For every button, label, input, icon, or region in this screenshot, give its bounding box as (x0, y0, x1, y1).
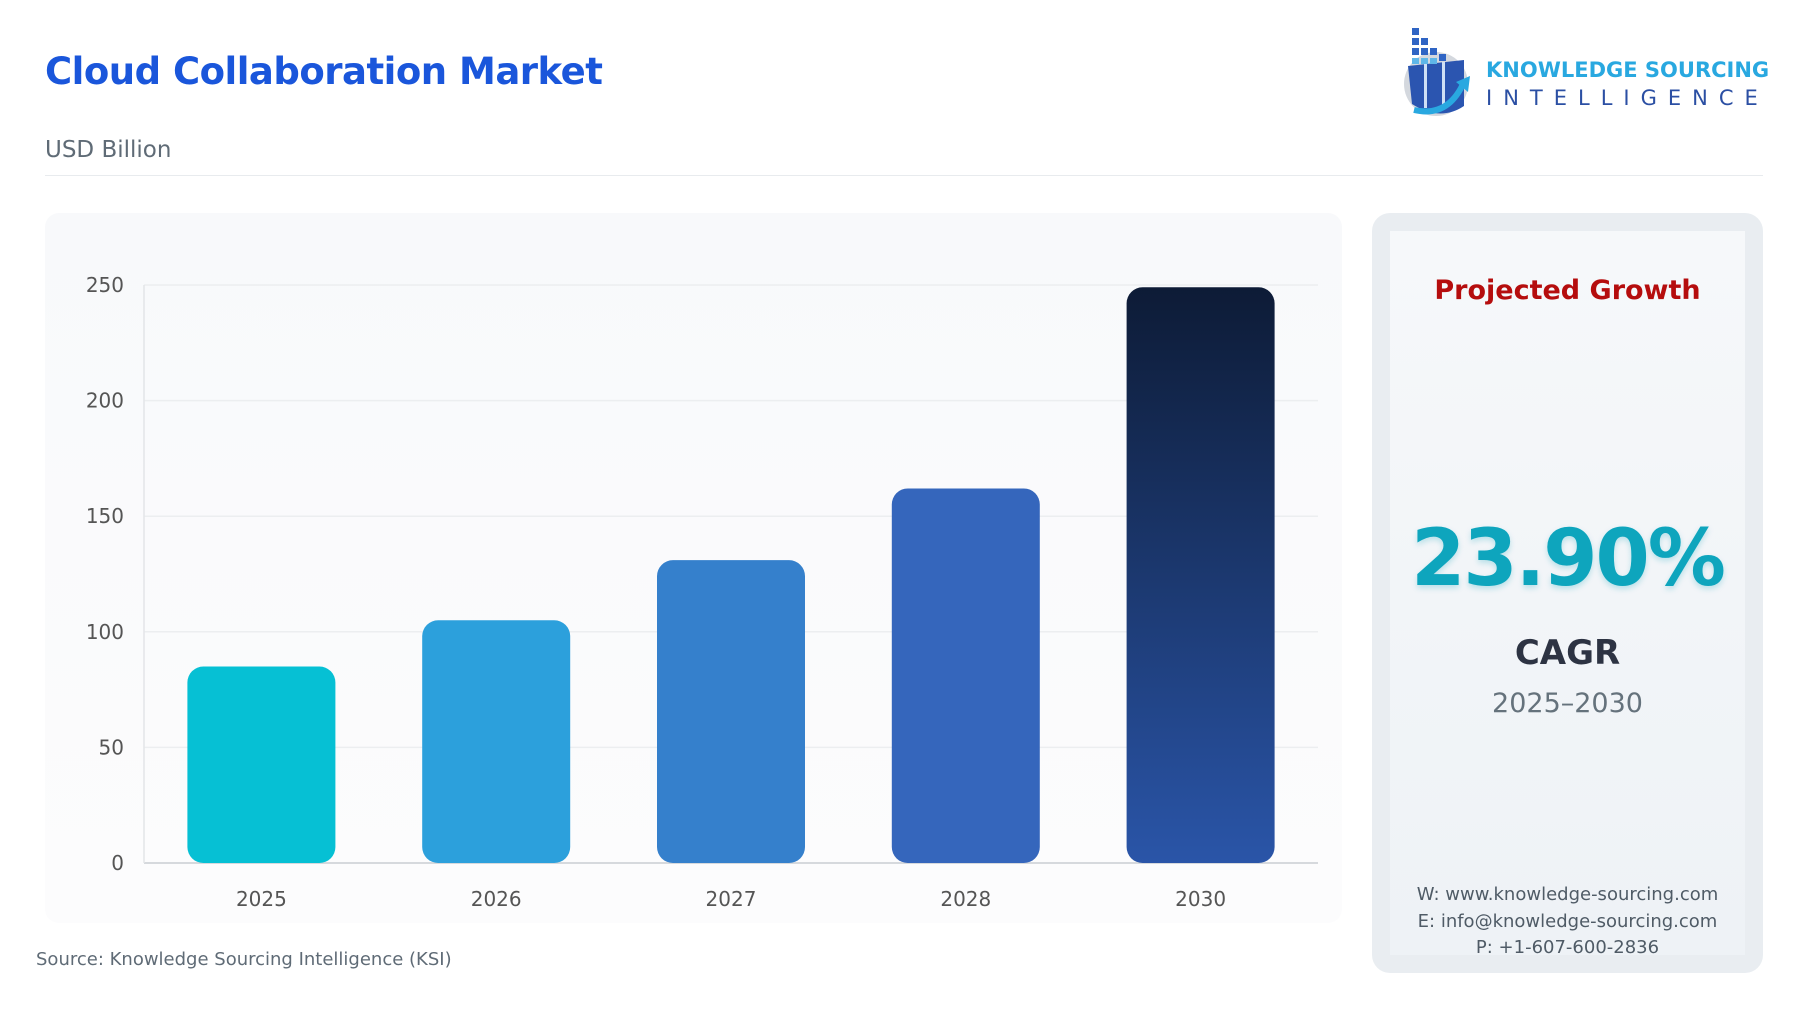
contact-phone: P: +1-607-600-2836 (1475, 937, 1660, 958)
y-tick-label: 100 (86, 620, 124, 644)
chart-card: 0 50 100 150 200 250 2025 2026 2027 2028 2030 (45, 213, 1342, 923)
cagr-period: 2025–2030 (1492, 688, 1643, 719)
y-tick-label: 50 (99, 735, 124, 759)
y-tick-label: 200 (86, 389, 124, 413)
growth-panel: Projected Growth 23.90% CAGR 2025–2030 W… (1372, 213, 1763, 973)
company-logo: KNOWLEDGE SOURCING INTELLIGENCE (1400, 26, 1769, 120)
cagr-label: CAGR (1514, 633, 1621, 673)
y-tick-label: 0 (111, 851, 124, 875)
bar-2027 (657, 560, 805, 863)
y-tick-label: 250 (86, 273, 124, 297)
bar-2026 (422, 620, 571, 863)
logo-icon (1404, 28, 1470, 116)
source-note: Source: Knowledge Sourcing Intelligence … (36, 949, 452, 970)
bar-2025 (187, 666, 336, 863)
x-tick-label: 2028 (940, 887, 991, 911)
logo-text: KNOWLEDGE SOURCING (1486, 58, 1770, 82)
x-tick-label: 2025 (236, 887, 287, 911)
x-tick-label: 2030 (1175, 887, 1226, 911)
logo-text: INTELLIGENCE (1486, 86, 1769, 110)
panel-heading: Projected Growth (1434, 275, 1701, 306)
y-tick-label: 150 (86, 504, 124, 528)
bar-2030 (1126, 287, 1275, 863)
page-title: Cloud Collaboration Market (45, 50, 603, 93)
bar-chart: 0 50 100 150 200 250 2025 2026 2027 2028 2030 (86, 273, 1318, 911)
divider (45, 175, 1763, 176)
bar-2028 (891, 488, 1040, 863)
x-tick-label: 2026 (471, 887, 522, 911)
x-tick-label: 2027 (706, 887, 757, 911)
unit-subtitle: USD Billion (45, 137, 172, 163)
cagr-value: 23.90% (1411, 514, 1726, 604)
contact-website: W: www.knowledge-sourcing.com (1416, 884, 1719, 905)
contact-email: E: info@knowledge-sourcing.com (1417, 911, 1718, 932)
